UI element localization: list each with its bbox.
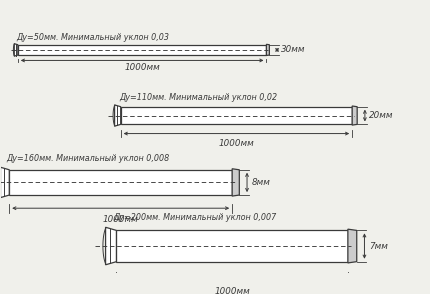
- Text: 20мм: 20мм: [369, 111, 394, 120]
- Text: Ду=110мм. Минимальный уклон 0,02: Ду=110мм. Минимальный уклон 0,02: [119, 93, 277, 102]
- Polygon shape: [232, 169, 240, 196]
- Text: Ду=200мм. Минимальный уклон 0,007: Ду=200мм. Минимальный уклон 0,007: [113, 213, 276, 222]
- Text: 1000мм: 1000мм: [218, 138, 254, 148]
- Polygon shape: [117, 230, 348, 262]
- Text: Ду=160мм. Минимальный уклон 0,008: Ду=160мм. Минимальный уклон 0,008: [6, 154, 170, 163]
- Text: 1000мм: 1000мм: [214, 287, 250, 294]
- Polygon shape: [0, 167, 9, 198]
- Polygon shape: [121, 107, 352, 124]
- Text: 1000мм: 1000мм: [103, 215, 138, 224]
- Text: 30мм: 30мм: [281, 45, 306, 54]
- Text: Ду=50мм. Минимальный уклон 0,03: Ду=50мм. Минимальный уклон 0,03: [17, 33, 170, 42]
- Polygon shape: [348, 229, 357, 263]
- Polygon shape: [106, 227, 117, 265]
- Text: 8мм: 8мм: [251, 178, 270, 187]
- Polygon shape: [114, 105, 121, 126]
- Polygon shape: [352, 106, 357, 125]
- Text: 7мм: 7мм: [369, 242, 387, 250]
- Text: 1000мм: 1000мм: [124, 63, 160, 72]
- Polygon shape: [9, 170, 232, 195]
- Polygon shape: [14, 44, 18, 56]
- Polygon shape: [267, 44, 269, 56]
- Polygon shape: [18, 45, 267, 55]
